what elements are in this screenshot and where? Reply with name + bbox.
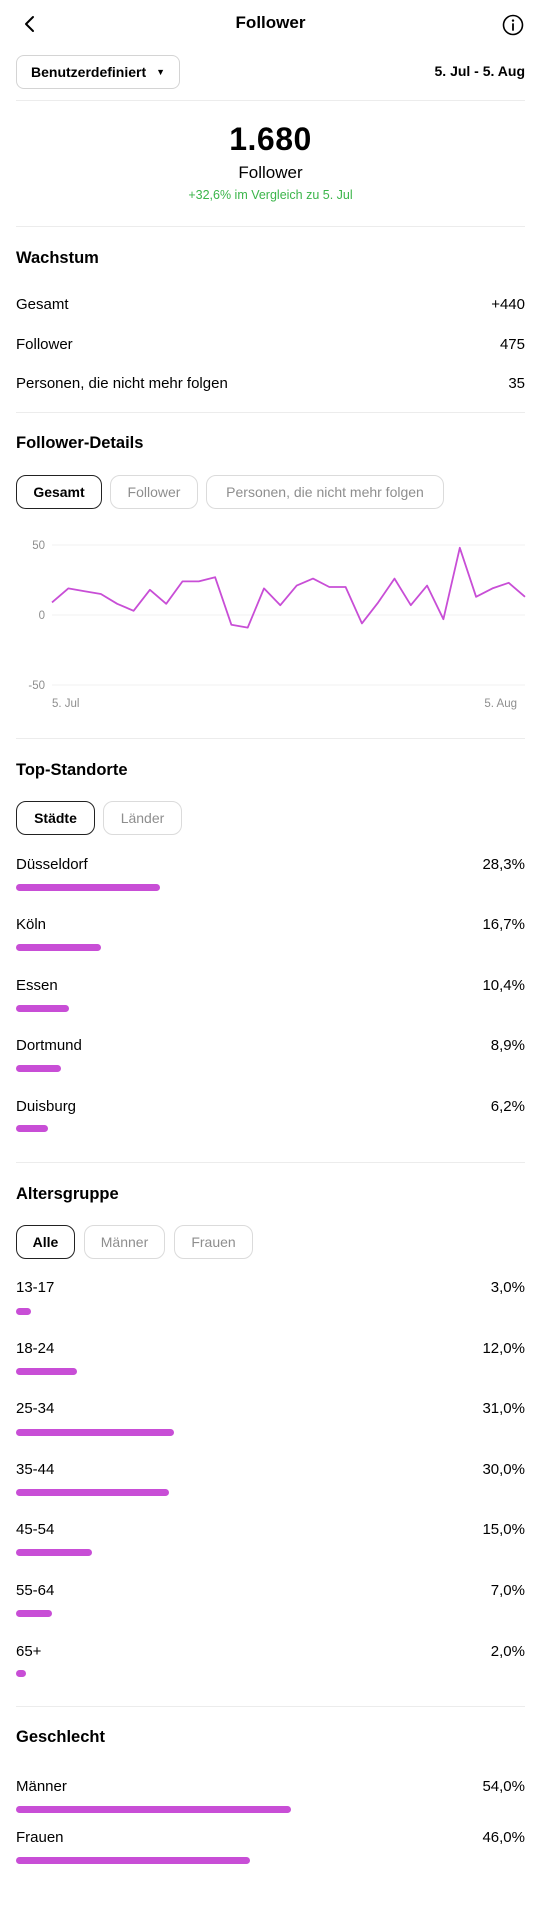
location-value: 8,9% — [490, 1037, 525, 1054]
age-value: 2,0% — [490, 1643, 525, 1660]
age-value: 3,0% — [490, 1279, 525, 1296]
chevron-left-icon — [25, 16, 34, 32]
age-label: 55-64 — [16, 1582, 55, 1599]
growth-row-label: Personen, die nicht mehr folgen — [16, 375, 228, 392]
location-value: 28,3% — [482, 856, 525, 873]
page-title: Follower — [235, 13, 306, 32]
age-bar — [16, 1489, 169, 1496]
top-bar: Follower — [0, 0, 541, 50]
growth-row-value: +440 — [491, 296, 525, 313]
back-button[interactable] — [18, 12, 42, 36]
age-value: 15,0% — [482, 1521, 525, 1538]
location-label: Duisburg — [16, 1098, 77, 1115]
location-label: Köln — [16, 916, 47, 933]
location-bar — [16, 884, 161, 891]
y-tick-label: 0 — [39, 610, 45, 622]
growth-title: Wachstum — [16, 249, 99, 267]
divider — [16, 100, 525, 101]
series-line — [51, 546, 526, 629]
growth-row-label: Gesamt — [16, 296, 69, 313]
age-value: 12,0% — [482, 1340, 525, 1357]
gender-label: Männer — [16, 1778, 67, 1795]
gender-title: Geschlecht — [16, 1728, 105, 1746]
info-button[interactable] — [501, 13, 525, 37]
y-tick-label: 50 — [32, 540, 45, 552]
follower-details-title: Follower-Details — [16, 434, 144, 452]
tab-frauen[interactable]: Frauen — [174, 1225, 253, 1259]
age-bar — [16, 1670, 27, 1677]
follower-line-chart: 50 0 -50 5. Jul 5. Aug — [28, 540, 526, 710]
location-value: 10,4% — [482, 977, 525, 994]
date-range-dropdown[interactable]: Benutzerdefiniert ▼ — [16, 55, 181, 89]
age-label: 18-24 — [16, 1340, 55, 1357]
age-label: 35-44 — [16, 1461, 55, 1478]
location-bar — [16, 1125, 48, 1132]
follower-total-label: Follower — [238, 163, 303, 182]
location-label: Dortmund — [16, 1037, 82, 1054]
age-bar — [16, 1308, 32, 1315]
age-bar — [16, 1549, 93, 1556]
gender-bar — [16, 1806, 291, 1813]
tab-laender[interactable]: Länder — [103, 801, 182, 835]
location-value: 16,7% — [482, 916, 525, 933]
age-bar — [16, 1368, 78, 1375]
tab-gesamt[interactable]: Gesamt — [16, 475, 102, 509]
follower-change: +32,6% im Vergleich zu 5. Jul — [188, 188, 353, 202]
date-range-text: 5. Jul - 5. Aug — [434, 63, 526, 79]
x-tick-label: 5. Aug — [484, 698, 517, 710]
age-label: 45-54 — [16, 1521, 55, 1538]
tab-staedte[interactable]: Städte — [16, 801, 95, 835]
divider — [16, 1706, 525, 1707]
location-value: 6,2% — [490, 1098, 525, 1115]
location-bar — [16, 944, 101, 951]
caret-down-icon: ▼ — [156, 67, 166, 77]
date-range-dropdown-label: Benutzerdefiniert — [31, 64, 147, 80]
divider — [16, 412, 525, 413]
divider — [16, 1162, 525, 1163]
location-label: Düsseldorf — [16, 856, 88, 873]
tab-alle[interactable]: Alle — [16, 1225, 75, 1259]
age-bar — [16, 1610, 52, 1617]
top-locations-title: Top-Standorte — [16, 761, 128, 779]
age-value: 31,0% — [482, 1400, 525, 1417]
y-tick-label: -50 — [28, 680, 45, 692]
age-value: 30,0% — [482, 1461, 525, 1478]
age-bar — [16, 1429, 174, 1436]
divider — [16, 226, 525, 227]
tab-maenner[interactable]: Männer — [84, 1225, 165, 1259]
gender-bar — [16, 1857, 251, 1864]
gender-value: 46,0% — [482, 1829, 525, 1846]
info-icon — [502, 14, 524, 36]
location-bar — [16, 1005, 69, 1012]
growth-row-label: Follower — [16, 336, 73, 353]
divider — [16, 738, 525, 739]
age-label: 65+ — [16, 1643, 42, 1660]
age-value: 7,0% — [490, 1582, 525, 1599]
location-label: Essen — [16, 977, 58, 994]
gender-label: Frauen — [16, 1829, 64, 1846]
age-group-title: Altersgruppe — [16, 1185, 119, 1203]
growth-row-value: 475 — [499, 336, 525, 353]
age-label: 13-17 — [16, 1279, 55, 1296]
follower-total: 1.680 — [229, 121, 312, 157]
location-bar — [16, 1065, 62, 1072]
tab-unfollowers[interactable]: Personen, die nicht mehr folgen — [206, 475, 444, 509]
x-tick-label: 5. Jul — [52, 698, 80, 710]
tab-follower[interactable]: Follower — [110, 475, 198, 509]
growth-row-value: 35 — [508, 375, 525, 392]
age-label: 25-34 — [16, 1400, 55, 1417]
gender-value: 54,0% — [482, 1778, 525, 1795]
